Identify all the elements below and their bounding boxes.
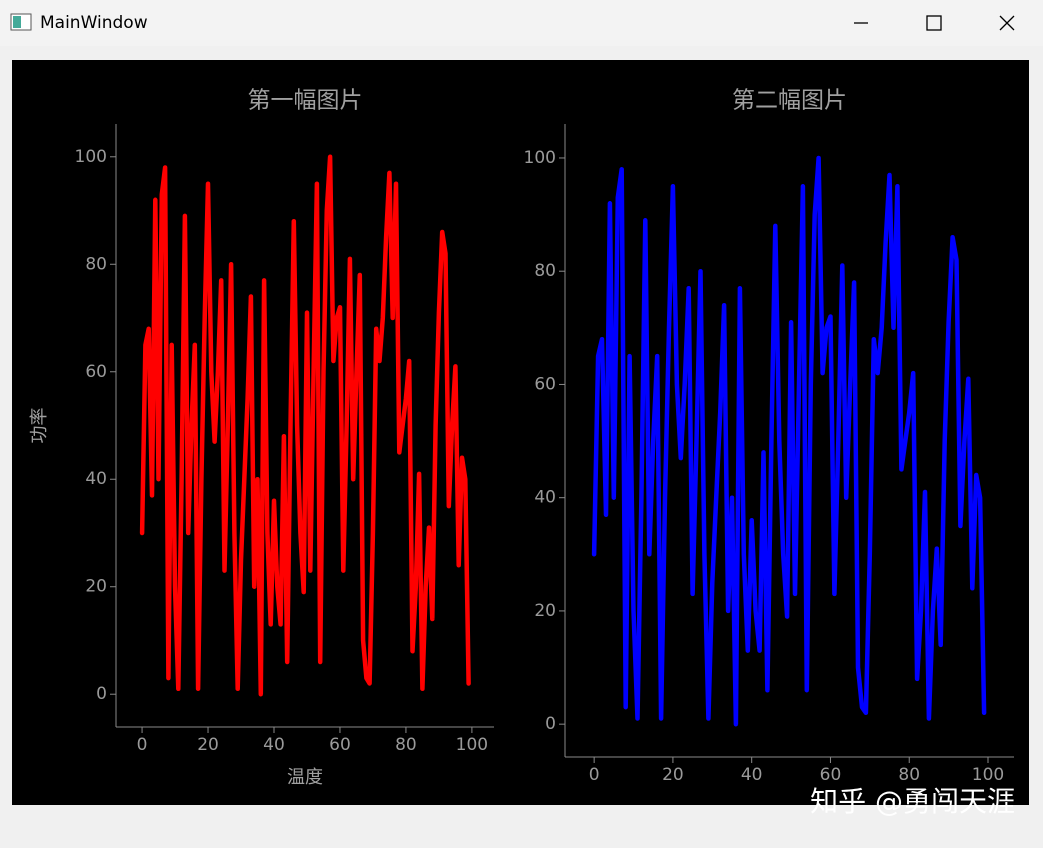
y-tick-label: 80 <box>85 254 107 274</box>
x-tick-label: 100 <box>972 765 1004 785</box>
title-bar <box>0 0 1043 46</box>
maximize-button[interactable] <box>926 15 942 31</box>
app-icon <box>10 13 32 31</box>
x-tick-label: 40 <box>741 765 763 785</box>
data-line <box>591 155 987 727</box>
x-tick-label: 0 <box>589 765 600 785</box>
watermark: 知乎 @勇闯天涯 <box>810 785 1015 818</box>
y-tick-label: 100 <box>75 147 107 167</box>
x-tick-label: 60 <box>820 765 842 785</box>
x-tick-label: 0 <box>137 735 148 755</box>
y-tick-label: 20 <box>534 601 556 621</box>
y-tick-label: 0 <box>545 714 556 734</box>
y-tick-label: 20 <box>85 577 107 597</box>
y-tick-label: 100 <box>524 148 556 168</box>
y-tick-label: 40 <box>85 469 107 489</box>
x-tick-label: 60 <box>329 735 351 755</box>
x-tick-label: 100 <box>456 735 488 755</box>
close-button[interactable] <box>999 15 1015 31</box>
chart-title: 第二幅图片 <box>732 88 847 114</box>
y-tick-label: 60 <box>85 362 107 382</box>
x-tick-label: 80 <box>898 765 920 785</box>
y-tick-label: 40 <box>534 488 556 508</box>
y-tick-label: 0 <box>96 684 107 704</box>
data-line <box>139 154 471 697</box>
x-axis-label: 温度 <box>287 767 323 788</box>
window-title: MainWindow <box>40 13 148 33</box>
x-tick-label: 20 <box>662 765 684 785</box>
chart-title: 第一幅图片 <box>248 88 363 114</box>
x-tick-label: 40 <box>263 735 285 755</box>
y-tick-label: 80 <box>534 261 556 281</box>
y-tick-label: 60 <box>534 374 556 394</box>
x-tick-label: 80 <box>395 735 417 755</box>
y-axis-label: 功率 <box>29 408 50 444</box>
x-tick-label: 20 <box>197 735 219 755</box>
